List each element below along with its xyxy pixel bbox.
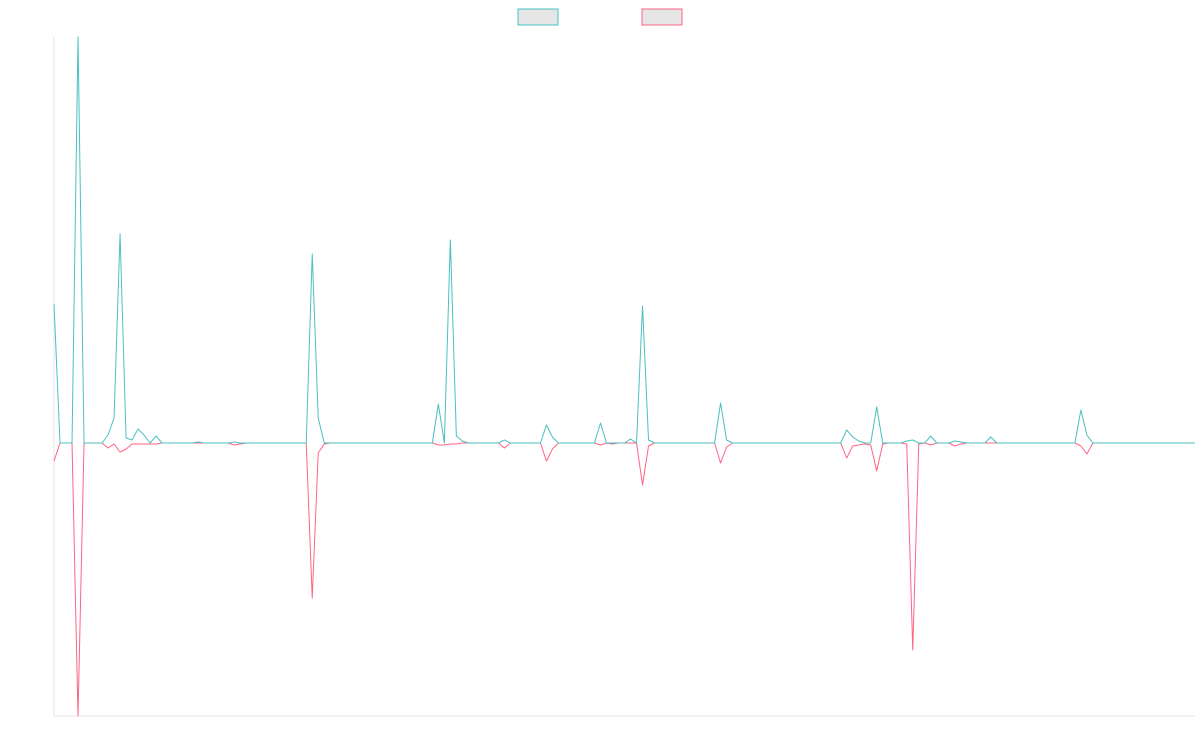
legend-swatch bbox=[517, 8, 559, 26]
legend-swatch bbox=[641, 8, 683, 26]
series-line bbox=[53, 36, 1195, 444]
series-line bbox=[53, 442, 1195, 717]
